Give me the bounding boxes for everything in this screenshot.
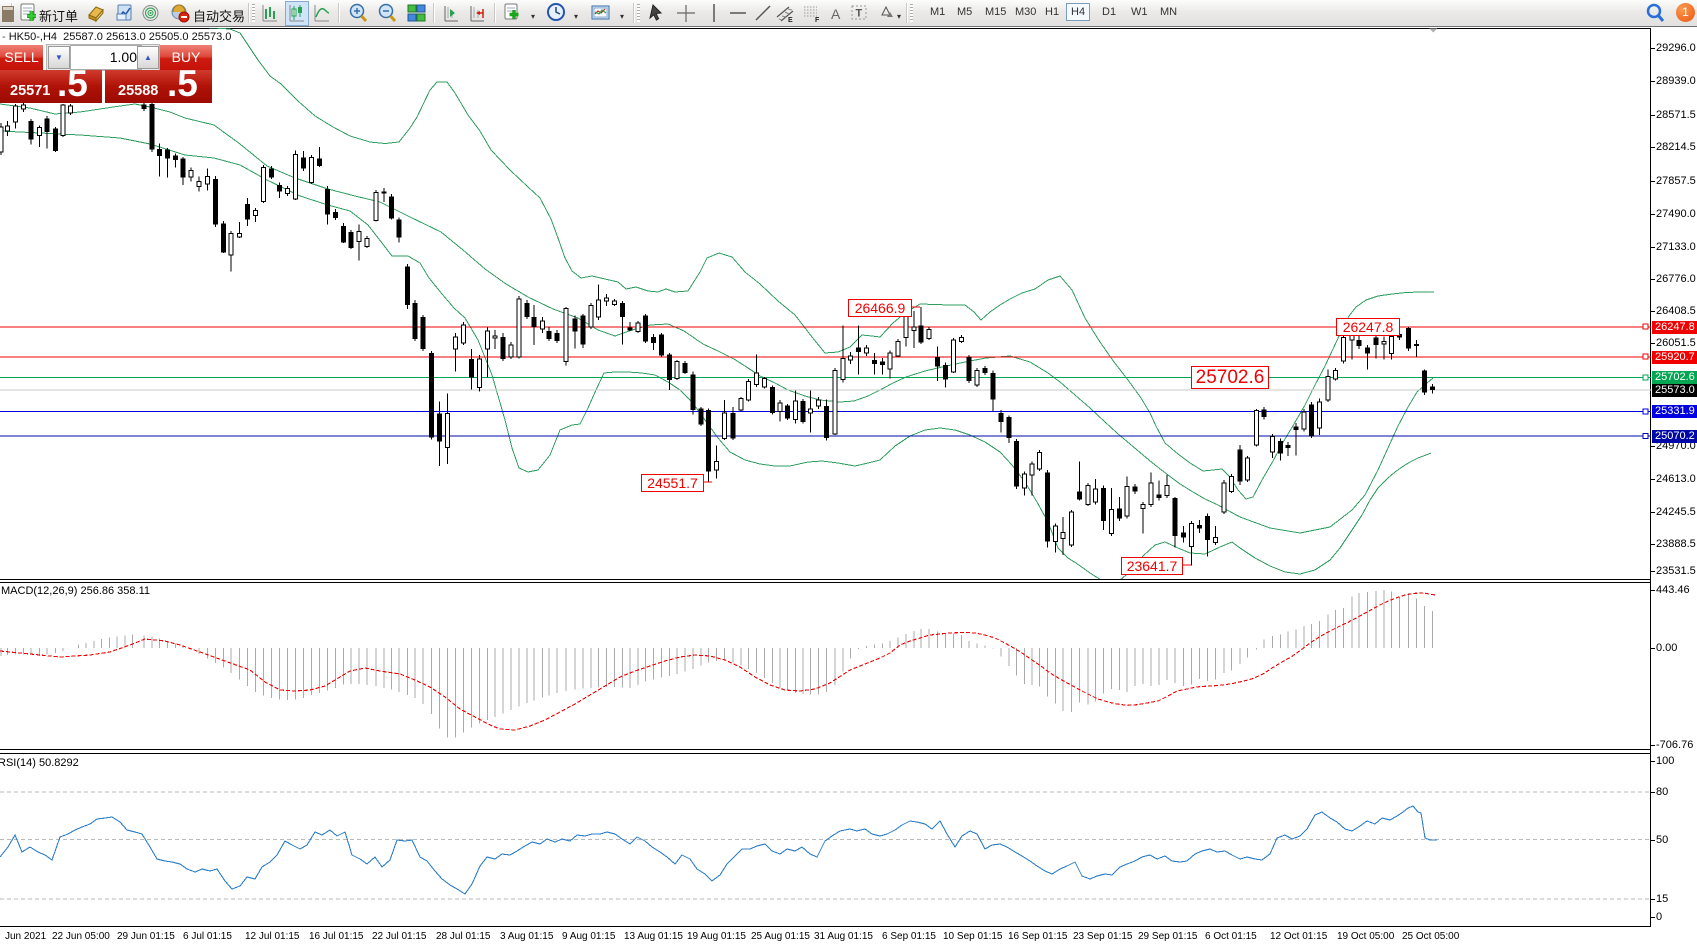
svg-text:E: E bbox=[788, 17, 793, 24]
svg-text:T: T bbox=[856, 8, 863, 20]
svg-text:F: F bbox=[815, 17, 820, 24]
